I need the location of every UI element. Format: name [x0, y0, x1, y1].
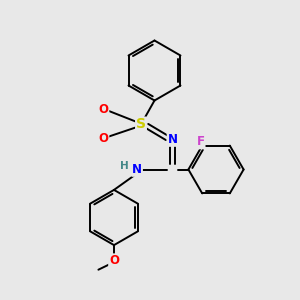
Text: O: O: [98, 131, 109, 145]
Text: N: N: [167, 133, 178, 146]
Text: H: H: [119, 161, 128, 171]
Text: F: F: [197, 136, 205, 148]
Text: N: N: [132, 163, 142, 176]
Text: S: S: [136, 118, 146, 131]
Text: O: O: [98, 103, 109, 116]
Text: O: O: [109, 254, 119, 267]
